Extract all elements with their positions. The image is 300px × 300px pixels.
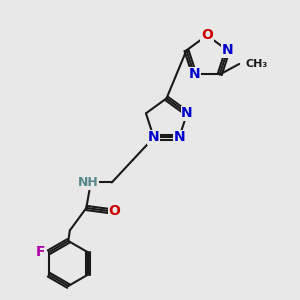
Text: F: F [36,245,45,259]
Text: N: N [188,68,200,82]
Text: N: N [148,130,160,145]
Text: N: N [173,130,185,145]
Text: CH₃: CH₃ [246,59,268,69]
Text: N: N [181,106,193,120]
Text: O: O [201,28,213,42]
Text: N: N [222,43,233,57]
Text: NH: NH [77,176,98,189]
Text: O: O [108,204,120,218]
